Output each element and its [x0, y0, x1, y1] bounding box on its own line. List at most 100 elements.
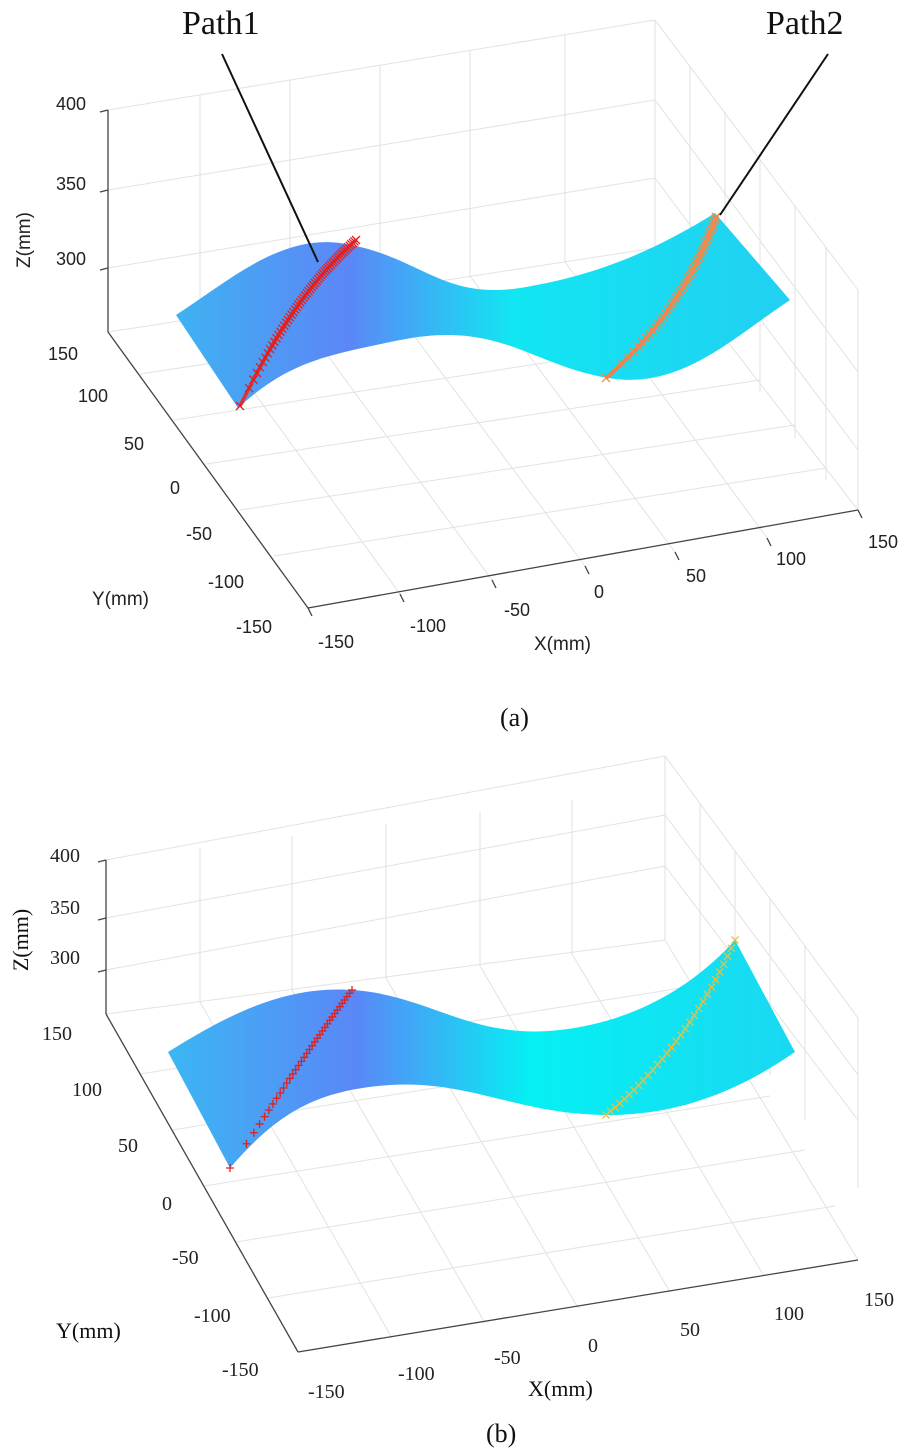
- z-tick-label: 350: [50, 897, 80, 919]
- path1-leader: [221, 53, 319, 263]
- path-marker: [662, 1049, 671, 1058]
- z-axis-title: Z(mm): [8, 909, 33, 971]
- path-marker: [689, 263, 699, 273]
- z-tick-label: 300: [50, 947, 80, 969]
- path-marker: [681, 1024, 690, 1033]
- z-axis-title: Z(mm): [14, 212, 35, 268]
- path-marker: [260, 353, 270, 363]
- path-marker: [258, 357, 268, 367]
- path-marker: [244, 383, 254, 393]
- path-marker: [690, 1011, 699, 1020]
- panel-label-b: (b): [486, 1419, 516, 1448]
- path-marker: [351, 235, 361, 245]
- path-marker: [282, 1079, 291, 1088]
- y-tick-label: 50: [118, 1135, 138, 1157]
- path-marker: [672, 1037, 681, 1046]
- surface-b: [168, 940, 795, 1168]
- path-marker: [692, 257, 702, 267]
- x-tick-label: -150: [308, 1381, 345, 1403]
- path-marker: [291, 1065, 300, 1074]
- path-marker: [252, 368, 262, 378]
- x-tick-label: 50: [680, 1319, 700, 1341]
- path-marker: [682, 276, 692, 286]
- path-marker: [276, 1089, 285, 1098]
- x-tick-label: 0: [588, 1335, 598, 1357]
- y-tick-label: 0: [170, 478, 180, 498]
- path-marker: [263, 348, 273, 358]
- path-marker: [285, 1074, 294, 1083]
- path-marker: [226, 1164, 234, 1172]
- path-marker: [703, 990, 712, 999]
- path-marker: [703, 232, 713, 242]
- path-marker: [279, 1083, 288, 1092]
- path2-leader: [719, 53, 829, 216]
- z-tick-label: 300: [56, 249, 86, 269]
- x-tick-label: -100: [410, 616, 446, 636]
- path-marker: [235, 401, 245, 411]
- x-tick-label: 100: [776, 549, 806, 569]
- path1-markers-b: [226, 986, 356, 1172]
- path-marker: [699, 242, 709, 252]
- path-marker: [264, 1106, 273, 1115]
- path-marker: [696, 250, 705, 260]
- path-marker: [700, 239, 710, 249]
- path-marker: [255, 1120, 264, 1129]
- path-marker: [249, 1128, 258, 1137]
- path-marker: [255, 362, 265, 372]
- path-marker: [709, 217, 719, 227]
- path-marker: [685, 271, 695, 281]
- path-marker: [731, 936, 739, 944]
- y-tick-label: -50: [186, 524, 212, 544]
- path-marker: [708, 219, 718, 229]
- y-tick-label: 0: [162, 1193, 172, 1215]
- x-axis-title: X(mm): [528, 1376, 593, 1401]
- y-tick-label: -150: [222, 1359, 259, 1381]
- path-marker: [694, 252, 704, 262]
- x-tick-label: 100: [774, 1303, 804, 1325]
- z-tick-label: 350: [56, 174, 86, 194]
- path-marker: [272, 1094, 281, 1103]
- path-marker: [702, 234, 712, 244]
- path1-annotation: Path1: [182, 5, 259, 42]
- path-marker: [723, 952, 732, 961]
- path-marker: [667, 1043, 676, 1052]
- x-tick-label: 50: [686, 566, 706, 586]
- path-marker: [297, 1057, 306, 1066]
- z-tick-label: 400: [50, 845, 80, 867]
- y-tick-label: -100: [194, 1305, 231, 1327]
- y-tick-label: -50: [172, 1247, 199, 1269]
- axes-lines-a: [99, 109, 863, 617]
- path-marker: [348, 986, 356, 994]
- y-tick-label: 50: [124, 434, 144, 454]
- path-marker: [680, 279, 690, 289]
- y-tick-label: -150: [236, 617, 272, 637]
- surface-a: [176, 213, 790, 408]
- x-tick-label: -100: [398, 1363, 435, 1385]
- path-marker: [260, 1112, 269, 1121]
- path2-markers-b: [602, 936, 739, 1119]
- path-marker: [294, 1061, 303, 1070]
- y-tick-label: 100: [78, 386, 108, 406]
- path-marker: [601, 373, 611, 383]
- path-marker: [706, 224, 716, 234]
- y-axis-title: Y(mm): [56, 1318, 121, 1343]
- path-marker: [658, 1055, 667, 1064]
- x-tick-label: 0: [594, 582, 604, 602]
- path-marker: [698, 245, 708, 254]
- y-tick-label: 150: [42, 1023, 72, 1045]
- axes-lines-b: [97, 859, 859, 1353]
- path-marker: [690, 260, 700, 270]
- path-marker: [242, 1139, 251, 1148]
- path-marker: [685, 1018, 694, 1027]
- x-axis-title: X(mm): [534, 634, 591, 655]
- panel-a: Path1 Path2 400 350 300 Z(mm) 150 100 50…: [14, 5, 898, 732]
- path-marker: [701, 237, 711, 247]
- y-tick-label: 100: [72, 1079, 102, 1101]
- path-marker: [688, 265, 698, 275]
- z-tick-label: 400: [56, 94, 86, 114]
- path-marker: [727, 944, 736, 953]
- path-marker: [693, 255, 703, 265]
- path-marker: [686, 268, 696, 278]
- y-tick-label: -100: [208, 572, 244, 592]
